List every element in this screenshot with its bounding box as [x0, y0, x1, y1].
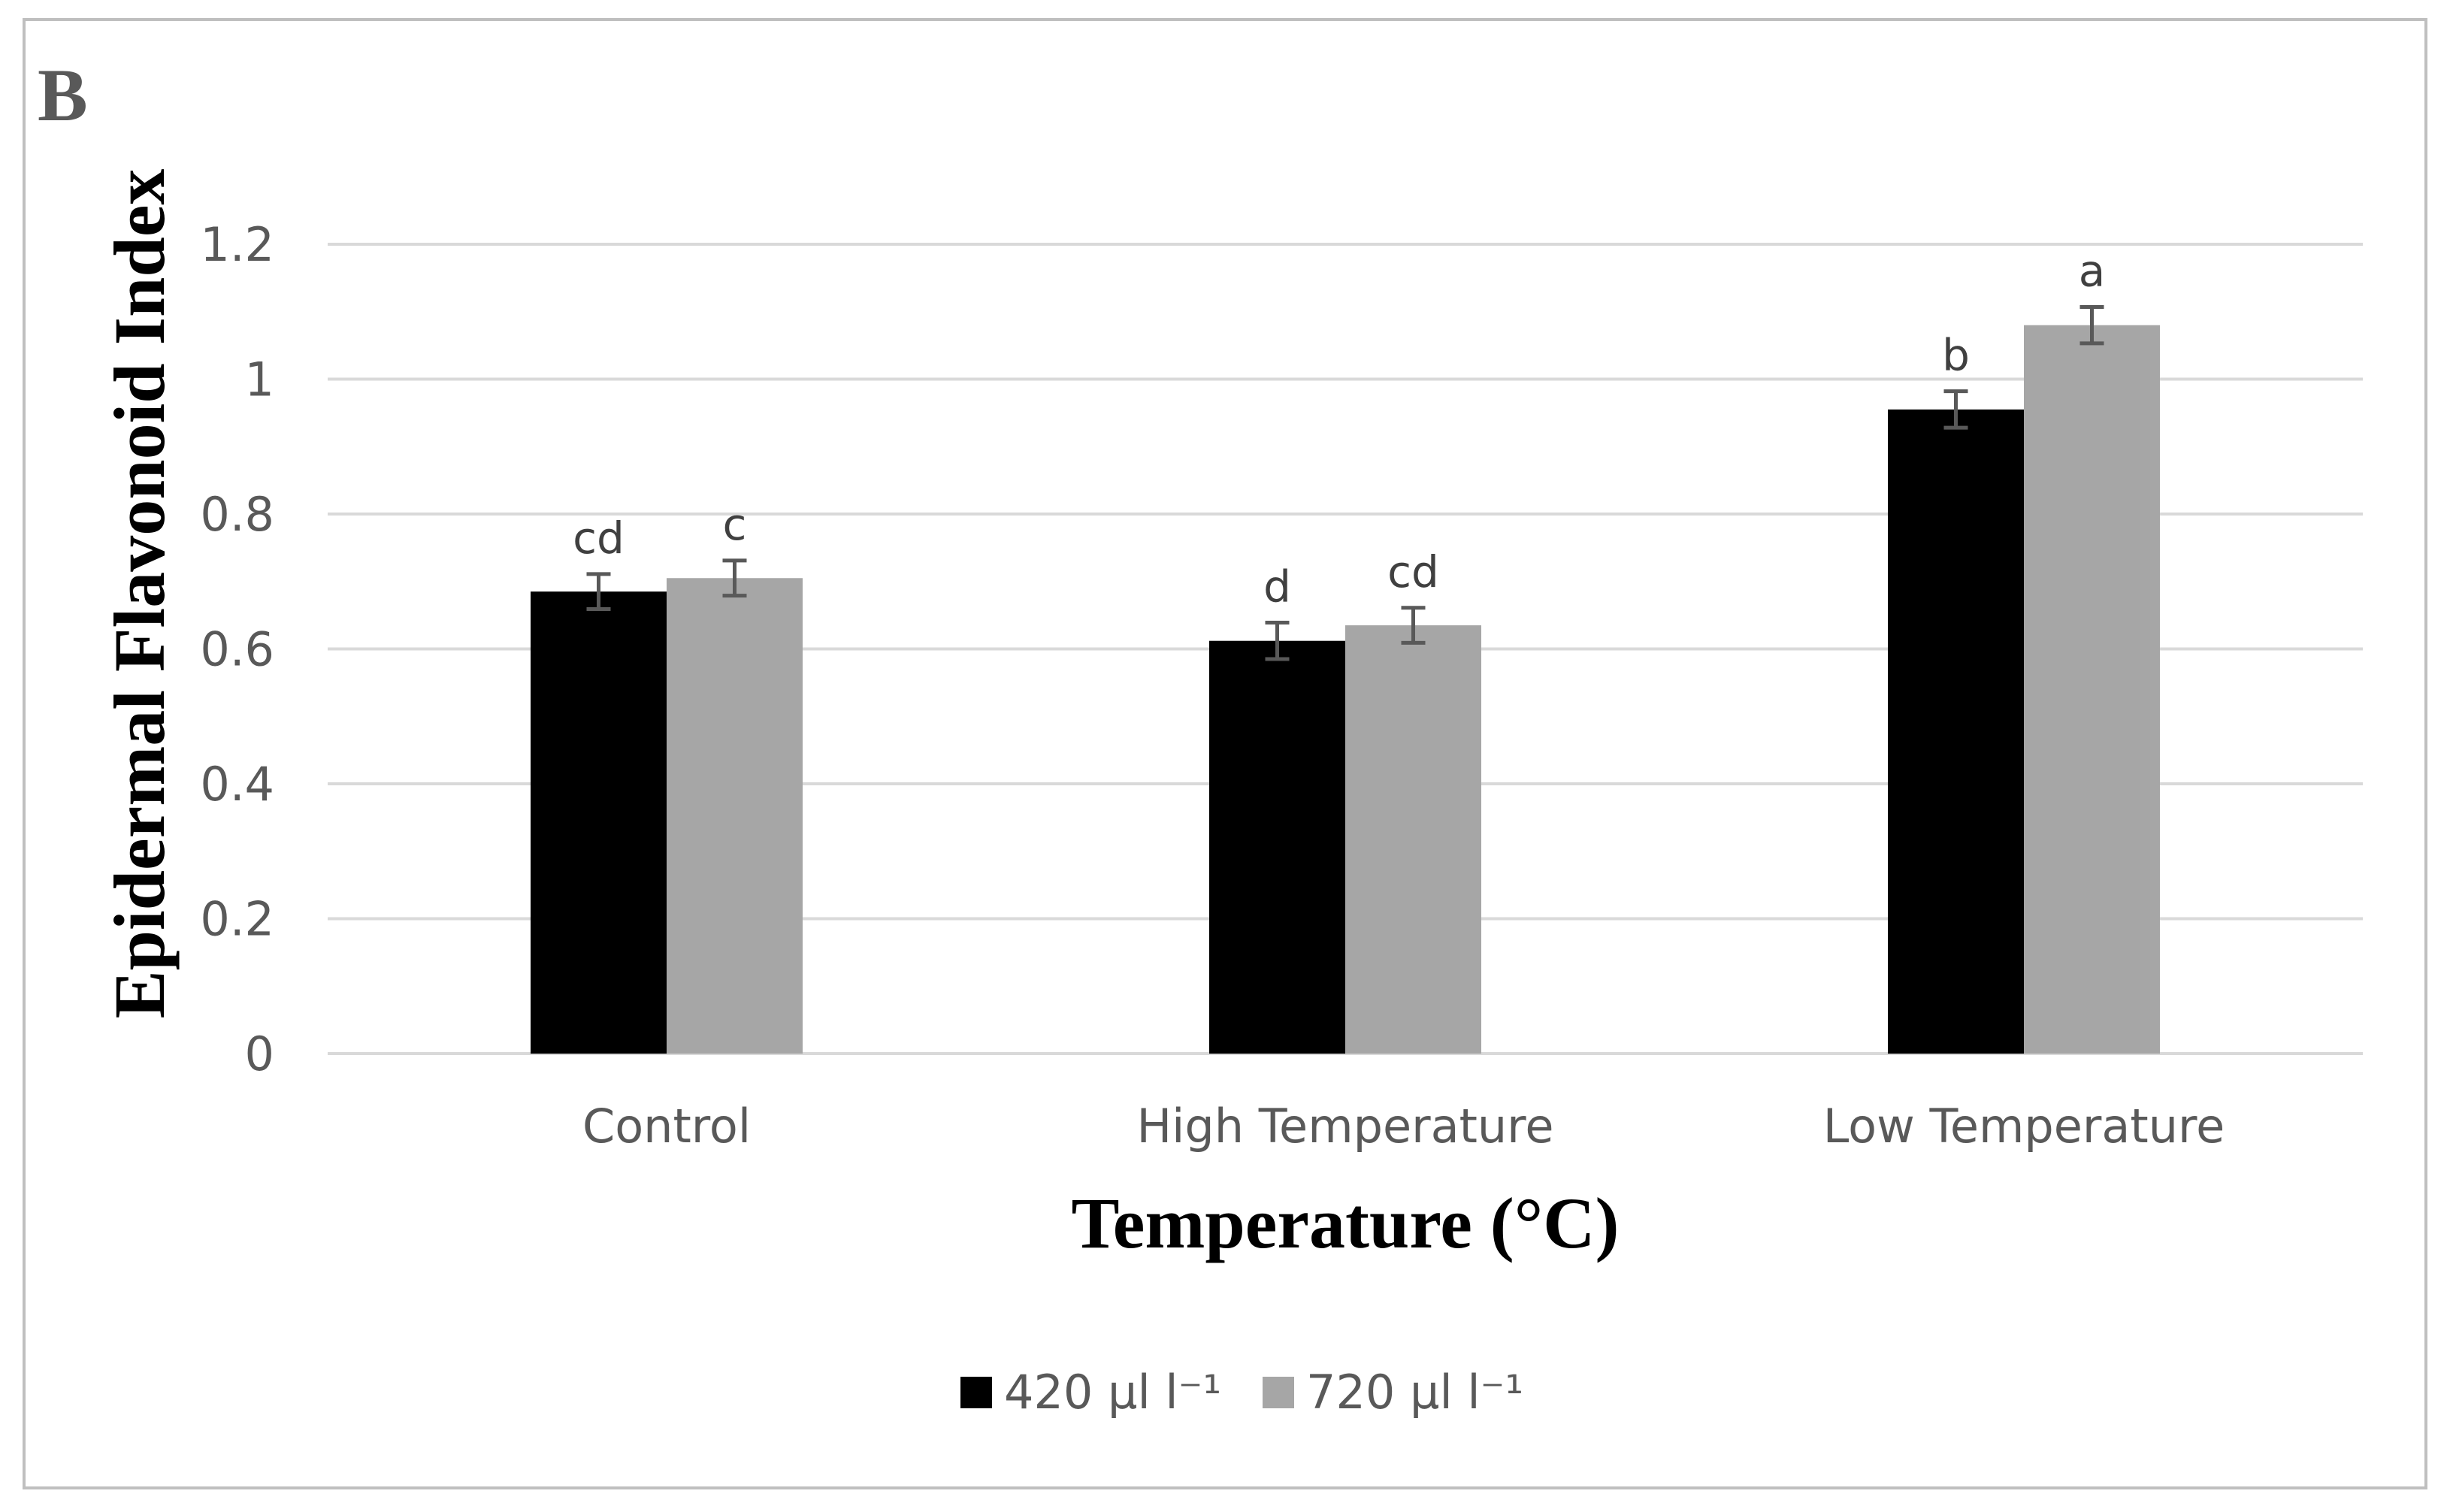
- y-tick-label-6: 1.2: [200, 217, 274, 272]
- y-tick-label-3: 0.6: [200, 622, 274, 677]
- error-bars: [586, 304, 2104, 661]
- error-bar-series1-2: [1943, 389, 1968, 430]
- x-axis-categories: Control High Temperature Low Temperature: [582, 1099, 2225, 1154]
- significance-letter-series1-2: b: [1942, 330, 1970, 381]
- legend-label-420: 420 µl l⁻¹: [1004, 1365, 1221, 1420]
- significance-letter-series2-1: cd: [1387, 546, 1439, 597]
- error-bar-series2-2: [2079, 304, 2104, 346]
- bar-series1-high-temperature: [1209, 640, 1345, 1054]
- y-tick-label-2: 0.4: [200, 757, 274, 812]
- x-category-label-0: Control: [582, 1099, 751, 1154]
- bar-series1-control: [531, 591, 667, 1054]
- legend-swatch-420: [960, 1377, 992, 1408]
- significance-letter-series2-2: a: [2079, 245, 2106, 296]
- y-tick-label-5: 1: [245, 352, 274, 407]
- significance-letter-series1-1: d: [1263, 561, 1291, 612]
- x-category-label-2: Low Temperature: [1823, 1099, 2225, 1154]
- bar-series2-high-temperature: [1345, 625, 1481, 1054]
- x-axis-title: Temperature (°C): [1072, 1183, 1620, 1263]
- x-category-label-1: High Temperature: [1137, 1099, 1554, 1154]
- y-axis-title: Epidermal Flavonoid Index: [99, 169, 180, 1019]
- bar-series2-low-temperature: [2024, 325, 2160, 1054]
- y-tick-label-4: 0.8: [200, 487, 274, 542]
- bar-series2-control: [667, 578, 803, 1054]
- significance-letter-series2-0: c: [723, 499, 747, 550]
- error-bar-series1-0: [586, 572, 611, 612]
- y-tick-label-1: 0.2: [200, 892, 274, 947]
- bars: [531, 325, 2160, 1054]
- legend-label-720: 720 µl l⁻¹: [1306, 1365, 1523, 1420]
- y-axis-ticks: 0 0.2 0.4 0.6 0.8 1 1.2: [200, 217, 274, 1081]
- legend: 420 µl l⁻¹ 720 µl l⁻¹: [960, 1365, 1523, 1420]
- panel-label: B: [38, 53, 88, 137]
- error-bar-series2-0: [722, 558, 747, 598]
- bar-series1-low-temperature: [1888, 409, 2024, 1054]
- significance-letter-series1-0: cd: [573, 513, 625, 564]
- significance-letters: cd d b c cd a: [573, 245, 2105, 612]
- error-bar-series1-1: [1265, 620, 1290, 661]
- error-bar-series2-1: [1401, 606, 1426, 645]
- legend-swatch-720: [1263, 1377, 1294, 1408]
- y-tick-label-0: 0: [245, 1027, 274, 1081]
